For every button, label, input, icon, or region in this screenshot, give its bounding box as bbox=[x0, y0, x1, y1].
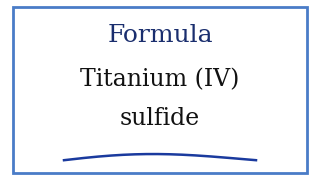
Text: Formula: Formula bbox=[107, 24, 213, 48]
Text: Titanium (IV): Titanium (IV) bbox=[80, 69, 240, 92]
Text: sulfide: sulfide bbox=[120, 107, 200, 130]
